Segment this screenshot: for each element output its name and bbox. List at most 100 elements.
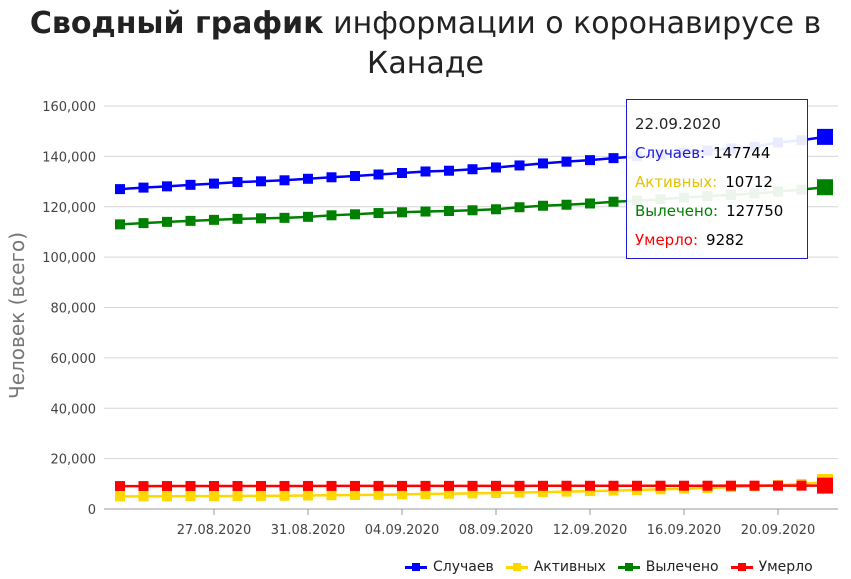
data-point — [608, 480, 619, 491]
tooltip-row-label: Случаев: — [635, 144, 706, 162]
data-point — [397, 167, 407, 178]
tooltip-row-value: 9282 — [706, 231, 745, 249]
data-point — [256, 213, 266, 224]
data-point — [279, 175, 290, 186]
data-point — [279, 490, 290, 501]
data-point — [444, 206, 454, 217]
data-point — [585, 486, 595, 497]
y-tick-label: 80,000 — [51, 302, 97, 317]
data-point — [209, 178, 219, 189]
data-point — [279, 212, 290, 223]
tooltip-row: Умерло: 9282 — [635, 226, 799, 255]
data-point — [444, 165, 454, 176]
data-point — [256, 480, 266, 491]
data-point — [397, 207, 407, 218]
data-point — [326, 210, 337, 221]
data-point — [420, 206, 431, 217]
x-tick-label: 20.09.2020 — [741, 523, 815, 538]
data-point — [538, 200, 548, 211]
data-point — [350, 209, 360, 220]
data-point — [185, 491, 196, 502]
data-point — [420, 166, 431, 177]
data-point — [655, 480, 666, 491]
tooltip-row-value: 10712 — [725, 173, 773, 191]
data-point — [256, 490, 266, 501]
y-tick-label: 120,000 — [42, 201, 96, 216]
data-point — [115, 184, 125, 195]
legend-item[interactable]: Активных — [505, 556, 606, 578]
data-point — [585, 480, 595, 491]
legend-marker-icon — [405, 561, 427, 573]
data-point — [608, 153, 619, 164]
data-point — [138, 491, 149, 502]
data-point — [326, 480, 337, 491]
data-point — [303, 173, 313, 184]
tooltip-row-label: Активных: — [635, 173, 718, 191]
y-axis-label: Человек (всего) — [5, 232, 29, 399]
data-point — [185, 481, 196, 492]
data-point — [138, 481, 149, 492]
data-point — [561, 480, 572, 491]
legend-label: Вылечено — [645, 559, 719, 575]
data-point — [467, 205, 478, 216]
tooltip-row: Вылечено: 127750 — [635, 197, 799, 226]
data-point — [420, 489, 431, 500]
chart-title: Сводный график информации о коронавирусе… — [0, 4, 851, 84]
data-point — [514, 160, 525, 171]
x-tick-label: 27.08.2020 — [177, 523, 251, 538]
y-tick-label: 140,000 — [42, 150, 96, 165]
legend-marker-icon — [505, 561, 528, 573]
chart-legend: Случаев Активных Вылечено Умерло — [405, 556, 851, 578]
legend-item[interactable]: Случаев — [405, 556, 494, 578]
data-point — [279, 480, 290, 491]
y-tick-label: 0 — [88, 503, 96, 518]
data-point — [162, 216, 172, 227]
data-point — [326, 490, 337, 501]
chart-tooltip: 22.09.2020 Случаев: 147744 Активных: 10712 В… — [626, 99, 808, 259]
legend-item[interactable]: Вылечено — [617, 556, 719, 578]
y-tick-label: 100,000 — [42, 251, 96, 266]
data-point — [303, 490, 313, 501]
data-point — [397, 480, 407, 491]
data-point — [420, 480, 431, 491]
data-point — [326, 172, 337, 183]
tooltip-row-label: Умерло: — [635, 231, 699, 249]
data-point — [679, 480, 689, 491]
data-point — [514, 487, 525, 498]
x-tick-label: 31.08.2020 — [271, 523, 345, 538]
data-point — [467, 488, 478, 499]
legend-label: Умерло — [758, 559, 813, 575]
data-point — [115, 219, 125, 230]
y-tick-label: 60,000 — [51, 352, 97, 367]
data-point — [185, 215, 196, 226]
data-point — [561, 486, 572, 497]
data-point — [162, 491, 172, 502]
legend-label: Случаев — [433, 559, 494, 575]
data-point — [373, 208, 384, 219]
legend-label: Активных — [533, 559, 606, 575]
data-point — [373, 480, 384, 491]
data-point — [209, 214, 219, 225]
data-point — [702, 480, 713, 491]
data-point — [232, 177, 243, 188]
x-tick-label: 16.09.2020 — [647, 523, 721, 538]
data-point — [817, 477, 833, 494]
data-point — [232, 480, 243, 491]
data-point — [749, 480, 760, 491]
data-point — [561, 199, 572, 210]
data-point — [538, 158, 548, 169]
legend-item[interactable]: Умерло — [730, 556, 813, 578]
data-point — [303, 211, 313, 222]
data-point — [444, 488, 454, 499]
data-point — [138, 218, 149, 229]
data-point — [796, 480, 807, 491]
chart-title-rest: информации о коронавирусе в Канаде — [333, 6, 822, 81]
data-point — [115, 491, 125, 502]
tooltip-date: 22.09.2020 — [635, 115, 721, 133]
data-point — [256, 176, 266, 187]
y-tick-label: 20,000 — [51, 453, 97, 468]
data-point — [514, 480, 525, 491]
chart-title-bold: Сводный график — [29, 6, 324, 41]
data-point — [350, 171, 360, 182]
